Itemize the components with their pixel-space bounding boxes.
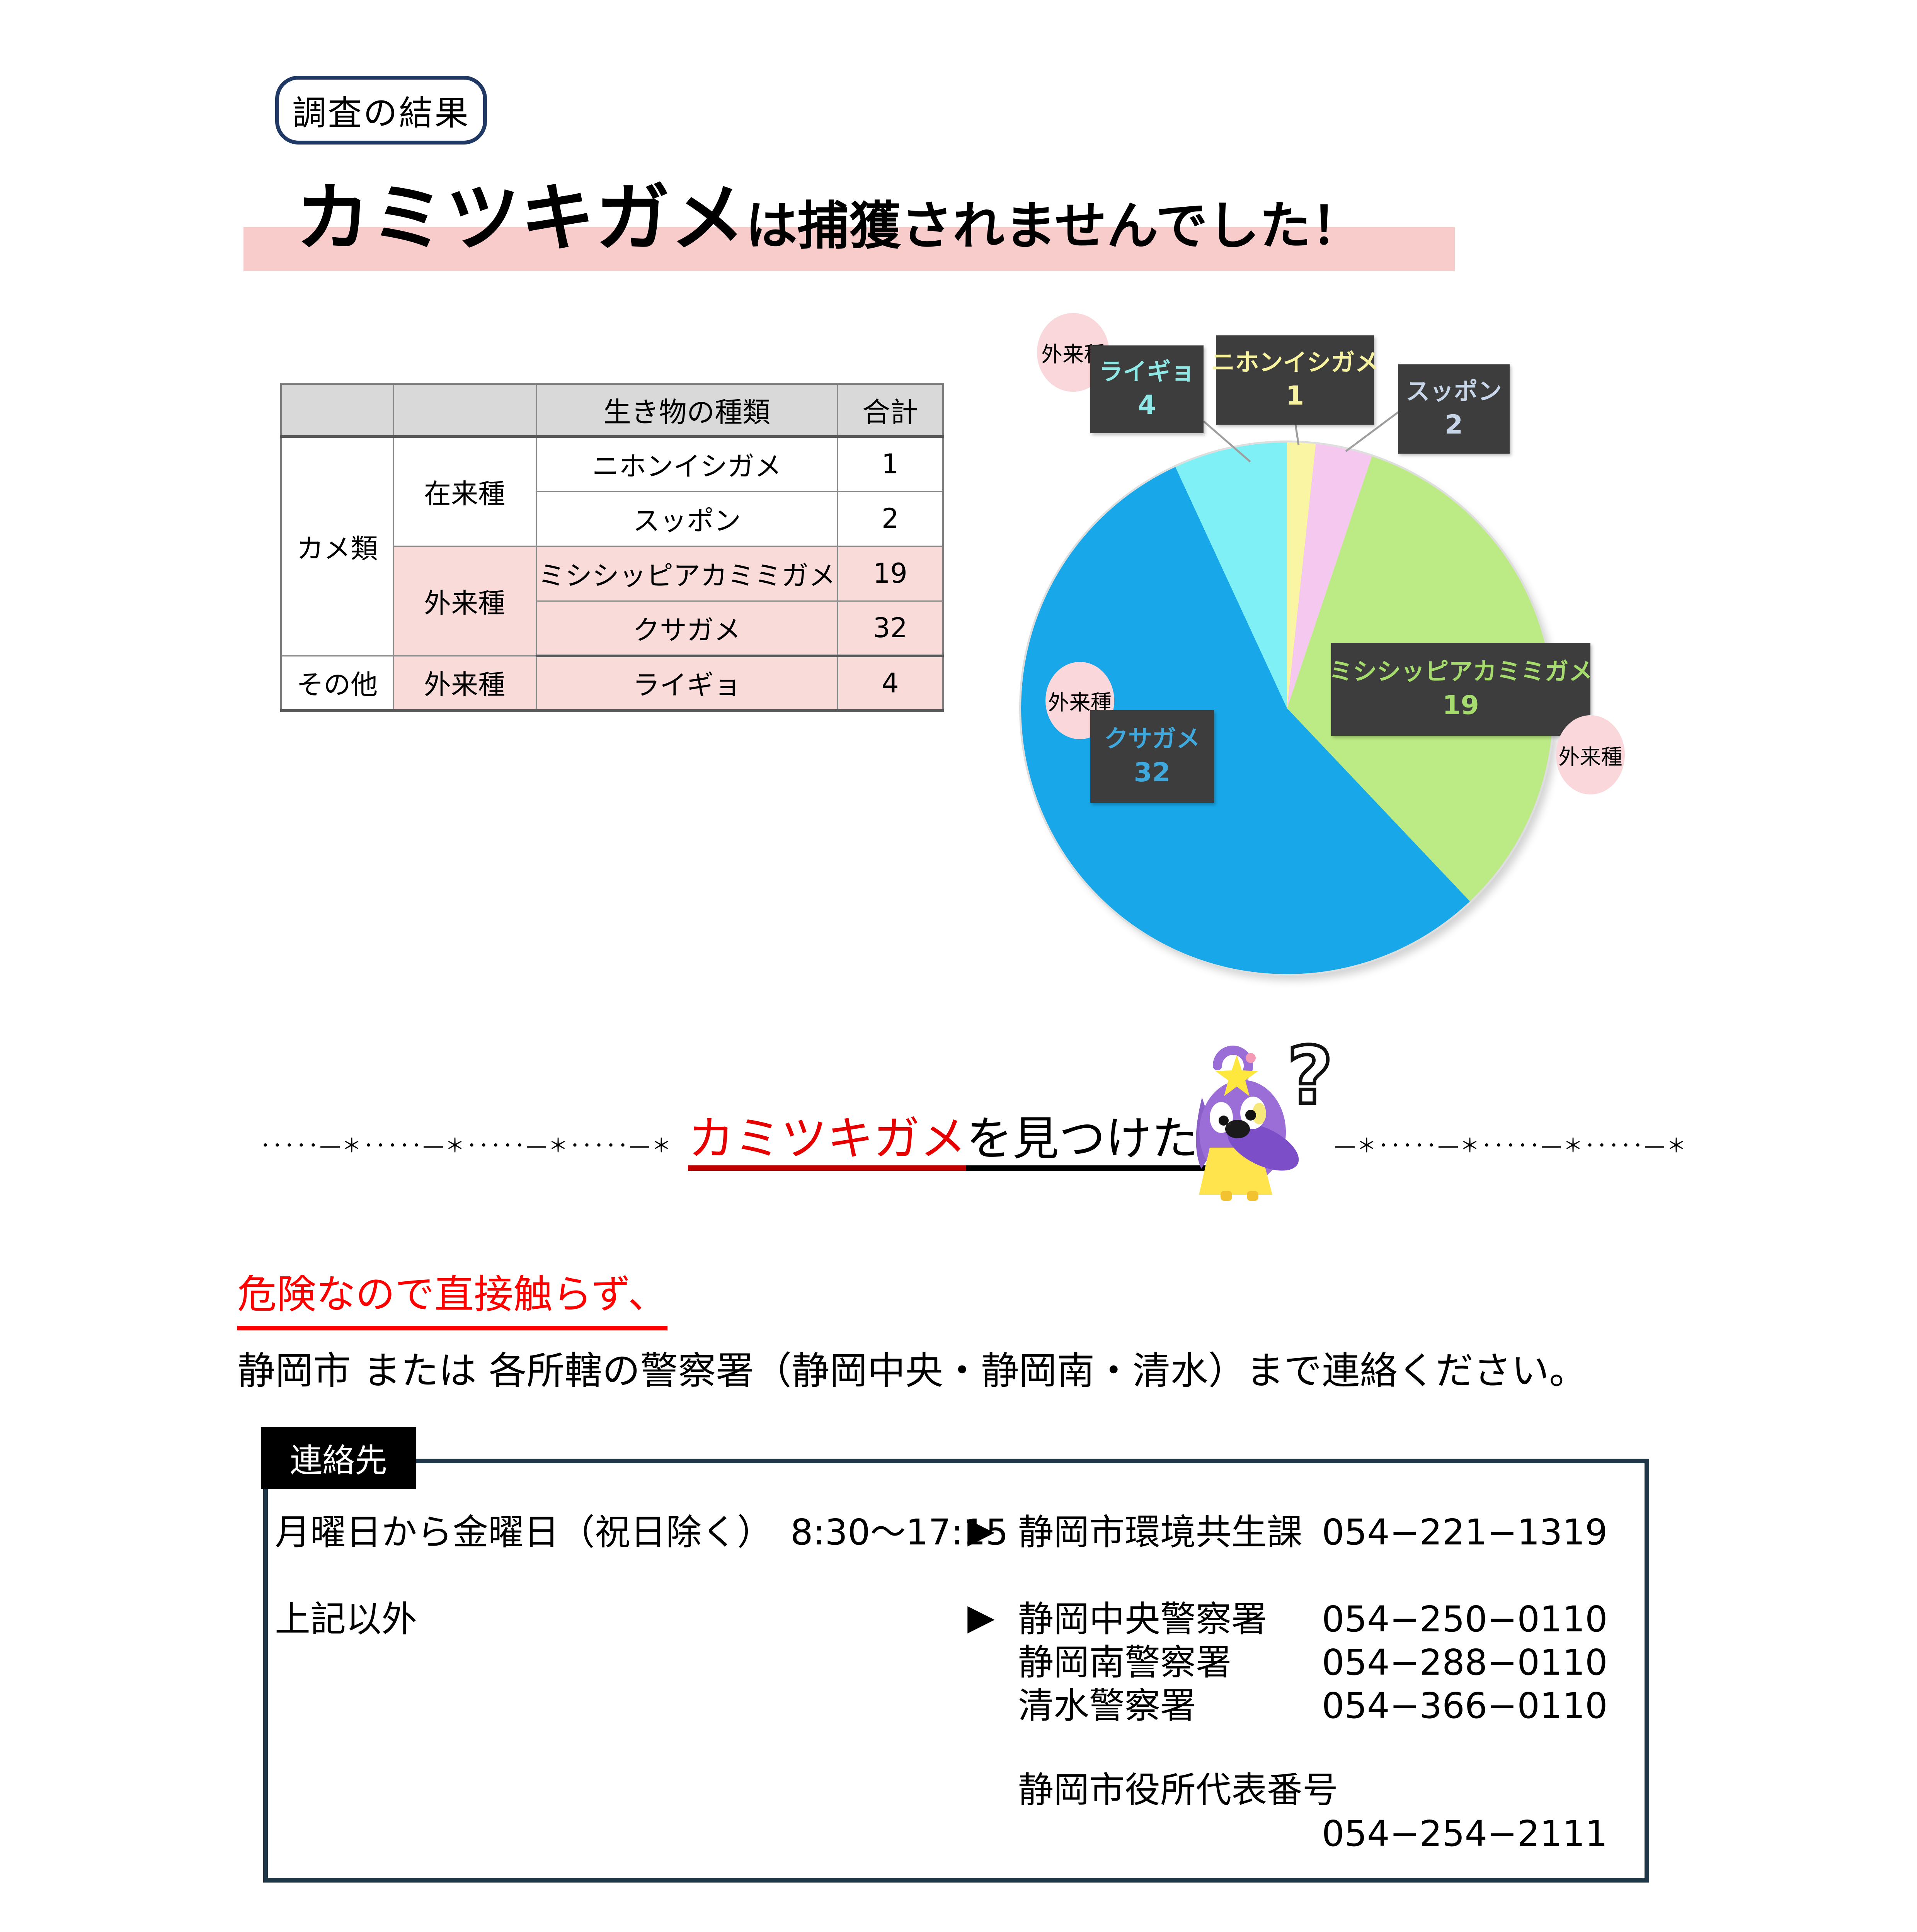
contact-agency: 静岡市環境共生課 [1018,1512,1303,1553]
contact-condition-other: 上記以外 [275,1599,417,1640]
cell-alien: 外来種 [392,655,537,711]
contact-condition-weekday: 月曜日から金曜日（祝日除く） 8:30～17:15 [275,1512,1008,1553]
page-title-rest: は捕獲されませんでした！ [746,196,1363,256]
pie-label-value: 19 [1442,690,1479,721]
cell-native: 在来種 [392,435,537,547]
contact-phone: 054−250−0110 [1322,1599,1608,1640]
pie-leader-lines [1203,410,1400,463]
cell-species: スッポン [535,490,838,547]
cell-count: 4 [837,655,944,711]
question-mark-icon: ? [1287,1030,1333,1122]
contact-box: 月曜日から金曜日（祝日除く） 8:30～17:15 ▶ 静岡市環境共生課 054… [263,1459,1649,1883]
alien-species-bubble: 外来種 [1556,715,1625,794]
contact-tab-label: 連絡先 [289,1441,387,1480]
owl-mascot-illustration: ? [1196,1029,1335,1201]
page-title: カミツキガメ は捕獲されませんでした！ [296,182,1363,256]
table-row: 外来種 ミシシッピアカミミガメ 19 [281,545,944,656]
arrow-right-icon: ▶ [967,1596,995,1638]
page-title-emphasis: カミツキガメ [296,175,746,262]
table-row: スッポン 2 [281,490,944,547]
contact-cityhall-label: 静岡市役所代表番号 [1018,1769,1338,1811]
pie-label-value: 1 [1285,381,1304,412]
cell-count: 1 [837,435,944,492]
contact-agency: 静岡南警察署 [1018,1642,1232,1683]
contact-cityhall-phone: 054−254−2111 [1322,1813,1608,1854]
contact-instruction-line: 静岡市 または 各所轄の警察署（静岡中央・静岡南・清水）まで連絡ください。 [237,1349,1587,1393]
table-row: その他 外来種 ライギョ 4 [280,655,944,711]
survey-result-badge: 調査の結果 [275,76,487,145]
contact-tab: 連絡先 [261,1427,416,1489]
pie-label-value: 32 [1134,757,1171,788]
species-table: 生き物の種類 合計 カメ類 在来種 ニホンイシガメ 1 スッポン 2 外来種 ミ… [280,383,944,712]
pie-label-name: ライギョ [1099,357,1195,386]
divider-pattern-right: ―＊･････―＊･････―＊･････―＊ [1335,1134,1688,1157]
pie-label-suppon: スッポン 2 [1398,364,1510,454]
header-total: 合計 [837,383,944,438]
survey-result-badge-label: 調査の結果 [292,93,470,133]
if-you-find-heading: カミツキガメを見つけたら [688,1116,1245,1171]
table-row: カメ類 在来種 ニホンイシガメ 1 [280,435,944,656]
header-species: 生き物の種類 [535,383,838,438]
divider-pattern-left: ･････―＊･････―＊･････―＊･････―＊ [260,1134,673,1157]
pie-label-name: スッポン [1406,377,1502,405]
contact-phone: 054−288−0110 [1322,1642,1608,1683]
pie-label-raigyo: ライギョ 4 [1090,345,1204,433]
table-row: クサガメ 32 [281,600,944,657]
contact-agency: 清水警察署 [1018,1685,1196,1726]
contact-phone: 054−366−0110 [1322,1685,1608,1726]
table-header-row: 生き物の種類 合計 [280,383,944,438]
pie-label-name: クサガメ [1104,724,1200,753]
cell-species: クサガメ [535,600,838,657]
contact-phone: 054−221−1319 [1322,1512,1608,1553]
cell-species: ニホンイシガメ [535,435,838,492]
star-icon [1216,1055,1258,1096]
cell-category-turtles: カメ類 [280,435,394,656]
if-you-find-keyword: カミツキガメ [688,1116,966,1171]
header-blank-1 [280,383,394,438]
cell-count: 2 [837,490,944,547]
cell-count: 32 [837,600,944,657]
pie-label-name: ミシシッピアカミミガメ [1329,657,1593,686]
arrow-right-icon: ▶ [967,1509,995,1551]
pie-label-kusagame: クサガメ 32 [1090,710,1214,803]
header-blank-2 [392,383,537,438]
pie-label-value: 2 [1444,410,1463,440]
cell-count: 19 [837,545,944,602]
pie-label-name: ニホンイシガメ [1211,348,1379,376]
cell-alien: 外来種 [392,545,537,656]
pie-label-mississippi: ミシシッピアカミミガメ 19 [1329,643,1593,736]
cell-species: ミシシッピアカミミガメ [535,545,838,602]
title-highlight-band [243,227,1455,271]
pie-label-nihon-ishigame: ニホンイシガメ 1 [1211,335,1379,425]
cell-species: ライギョ [535,655,838,711]
cell-category-other: その他 [280,655,394,711]
contact-agency: 静岡中央警察署 [1018,1599,1267,1640]
danger-warning-line: 危険なので直接触らず、 [237,1263,667,1330]
pie-label-value: 4 [1137,390,1156,421]
